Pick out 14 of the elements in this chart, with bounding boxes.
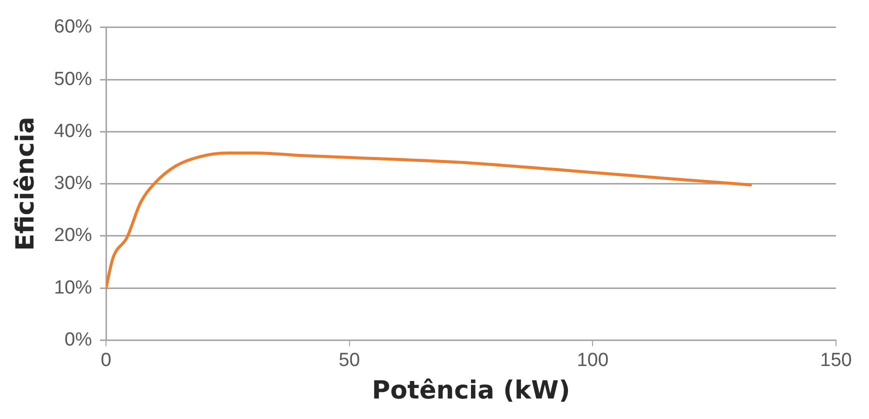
y-tick-label: 40% xyxy=(54,120,92,142)
y-tick-label: 0% xyxy=(64,329,92,350)
y-tick-label: 10% xyxy=(54,277,92,298)
y-tick-label: 50% xyxy=(54,68,92,90)
x-axis-title: Potência (kW) xyxy=(372,376,570,404)
x-tick-label: 0 xyxy=(100,350,112,371)
x-tick-label: 100 xyxy=(576,350,609,371)
y-tick-label: 30% xyxy=(54,173,92,194)
y-tick-label: 20% xyxy=(54,225,92,246)
y-axis-title: Eficiência xyxy=(10,116,40,251)
y-tick-label: 60% xyxy=(54,16,92,38)
line-series xyxy=(106,152,752,290)
x-tick-label: 150 xyxy=(820,350,852,371)
x-tick-label: 50 xyxy=(338,350,360,371)
